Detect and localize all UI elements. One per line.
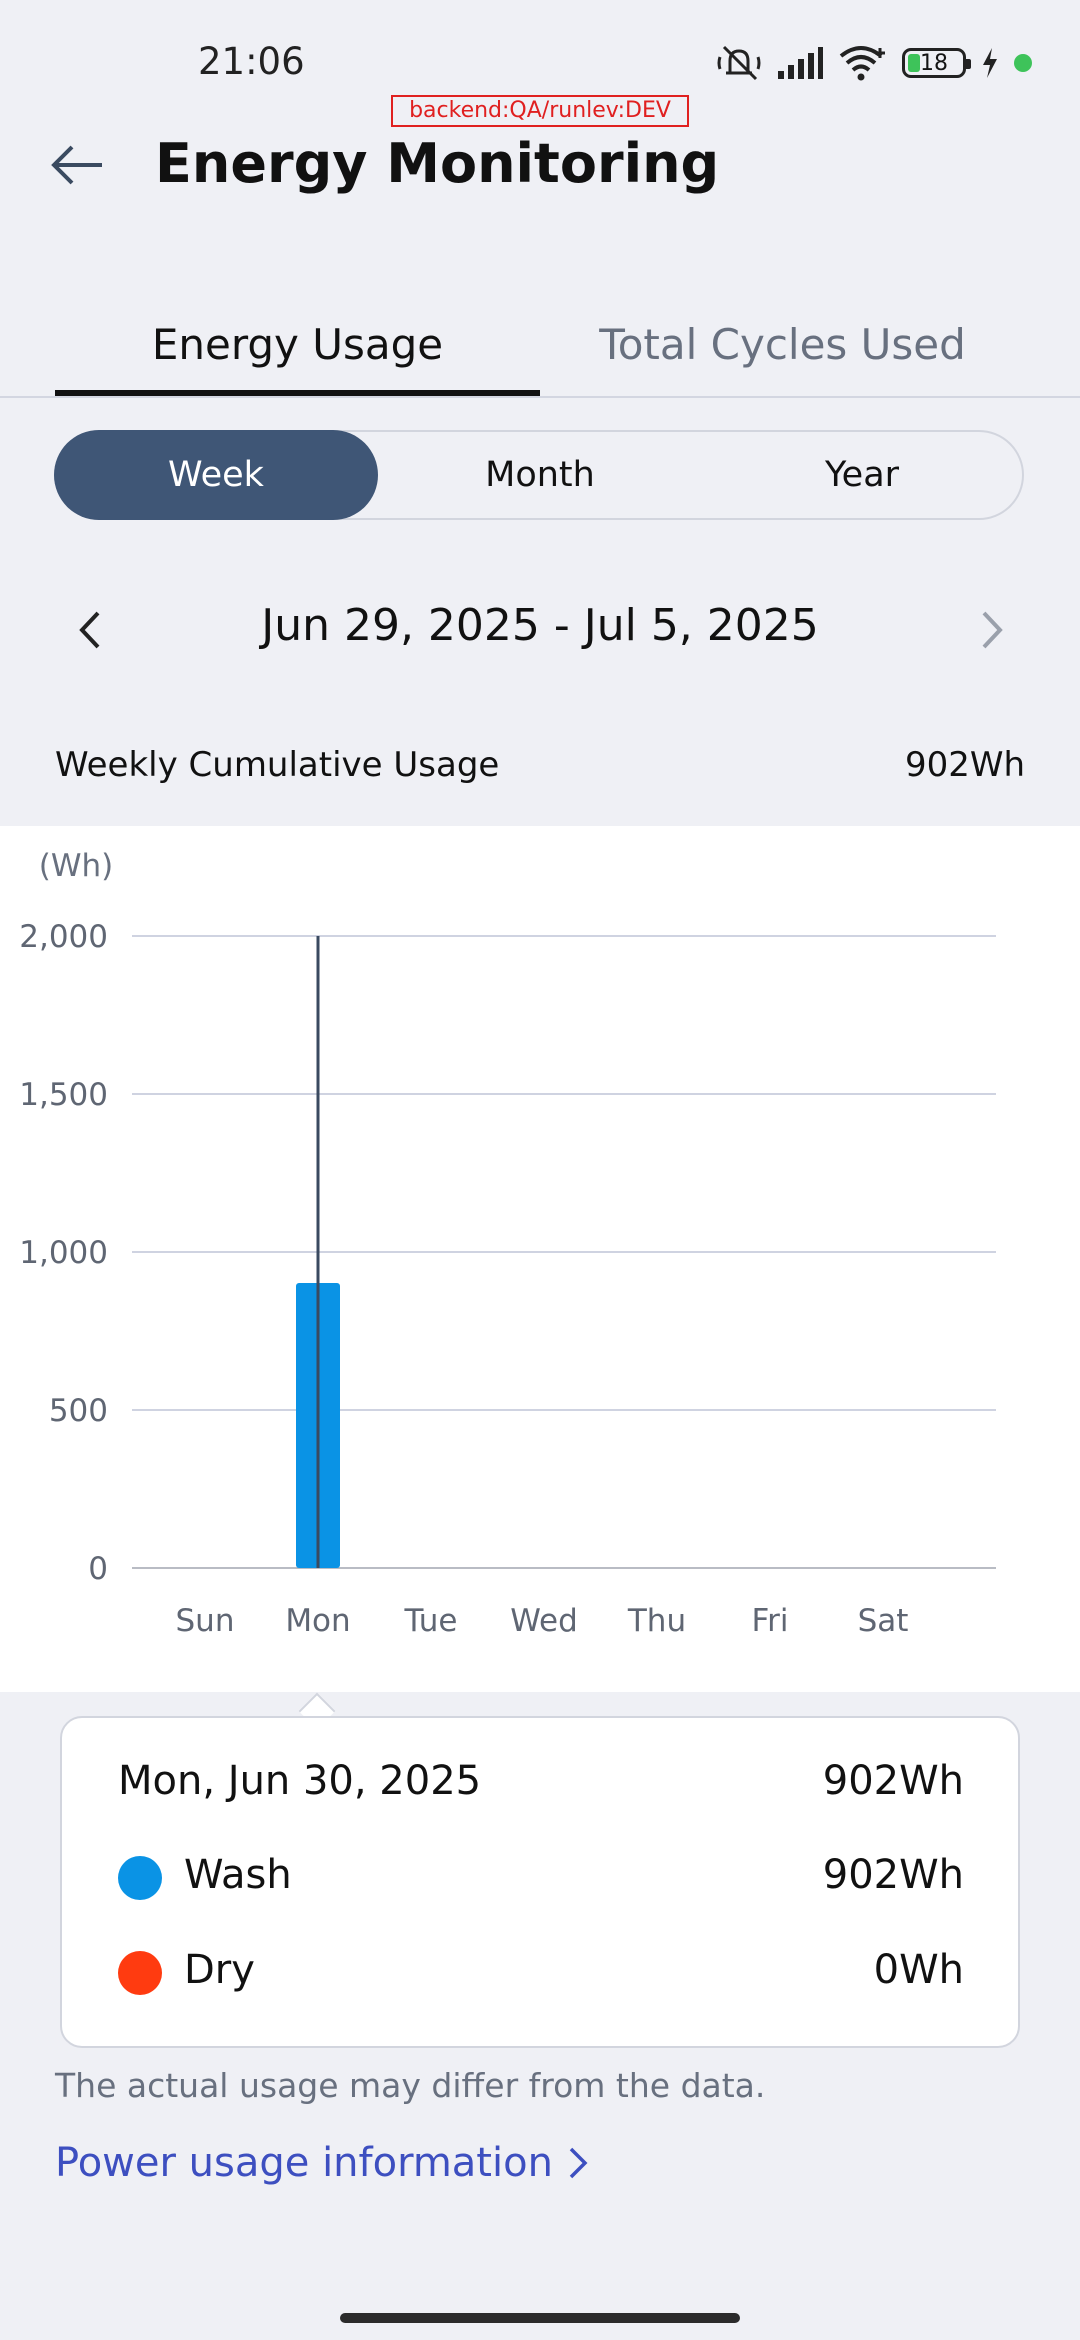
- energy-usage-chart[interactable]: (Wh) 0 500 1,000 1,500 2,000 Sun Mon Tue Wed Thu Fr…: [0, 826, 1080, 1692]
- privacy-indicator-dot: [1014, 54, 1032, 72]
- y-tick-label: 1,500: [19, 1077, 108, 1113]
- arrow-left-icon: [51, 145, 102, 185]
- wash-value: 902Wh: [822, 1852, 964, 1898]
- dry-legend-dot: [118, 1951, 162, 1995]
- wash-legend-dot: [118, 1856, 162, 1900]
- dry-label: Dry: [184, 1947, 255, 1993]
- chevron-right-icon: [569, 2147, 588, 2179]
- signal-icon: [778, 47, 823, 79]
- wash-label: Wash: [184, 1852, 292, 1898]
- battery-icon: 18: [902, 48, 971, 78]
- day-detail-card: Mon, Jun 30, 2025 902Wh Wash 902Wh Dry 0…: [60, 1716, 1020, 2048]
- x-tick-label: Fri: [752, 1603, 789, 1639]
- power-usage-info-label: Power usage information: [55, 2140, 553, 2186]
- detail-header-row: Mon, Jun 30, 2025 902Wh: [118, 1758, 964, 1804]
- y-tick-label: 2,000: [19, 919, 108, 955]
- power-usage-info-link[interactable]: Power usage information: [55, 2140, 589, 2186]
- detail-date: Mon, Jun 30, 2025: [118, 1758, 482, 1804]
- page-title: Energy Monitoring: [155, 132, 720, 195]
- chart-panel: [0, 826, 1080, 1692]
- status-icons: 18: [716, 38, 1032, 88]
- date-range-label: Jun 29, 2025 - Jul 5, 2025: [261, 600, 819, 651]
- y-tick-label: 500: [49, 1393, 108, 1429]
- y-tick-label: 1,000: [19, 1235, 108, 1271]
- x-tick-label: Sat: [858, 1603, 909, 1639]
- tabs-divider: [0, 396, 1080, 398]
- disclaimer-text: The actual usage may differ from the dat…: [55, 2066, 766, 2105]
- period-week-button[interactable]: Week: [54, 430, 378, 520]
- status-time: 21:06: [198, 40, 305, 83]
- period-month-button[interactable]: Month: [485, 455, 595, 495]
- back-button[interactable]: [48, 140, 108, 190]
- x-tick-label: Sun: [176, 1603, 235, 1639]
- next-week-button[interactable]: [972, 605, 1012, 655]
- x-tick-label: Tue: [404, 1603, 458, 1639]
- wifi-icon: [839, 46, 885, 81]
- y-tick-label: 0: [88, 1551, 108, 1587]
- charging-icon: [983, 48, 997, 78]
- dry-value: 0Wh: [873, 1947, 964, 1993]
- battery-level: 18: [920, 50, 948, 76]
- previous-week-button[interactable]: [70, 605, 110, 655]
- x-tick-label: Wed: [510, 1603, 578, 1639]
- x-tick-label: Thu: [627, 1603, 686, 1639]
- detail-total: 902Wh: [822, 1758, 964, 1804]
- mute-icon: [717, 45, 761, 81]
- detail-wash-row: Wash 902Wh: [184, 1852, 964, 1898]
- debug-badge: backend:QA/runlev:DEV: [391, 95, 689, 127]
- tab-energy-usage[interactable]: Energy Usage: [151, 320, 444, 369]
- weekly-usage-label: Weekly Cumulative Usage: [55, 745, 500, 785]
- home-indicator: [340, 2313, 740, 2323]
- weekly-usage-value: 902Wh: [904, 745, 1025, 785]
- period-year-button[interactable]: Year: [824, 455, 900, 495]
- chevron-left-icon: [79, 611, 100, 649]
- tab-total-cycles-used[interactable]: Total Cycles Used: [599, 320, 966, 369]
- chevron-right-icon: [982, 611, 1003, 649]
- tab-selected-indicator: [55, 390, 540, 397]
- y-unit-label: (Wh): [39, 848, 114, 884]
- detail-dry-row: Dry 0Wh: [184, 1947, 964, 1993]
- x-tick-label: Mon: [285, 1603, 350, 1639]
